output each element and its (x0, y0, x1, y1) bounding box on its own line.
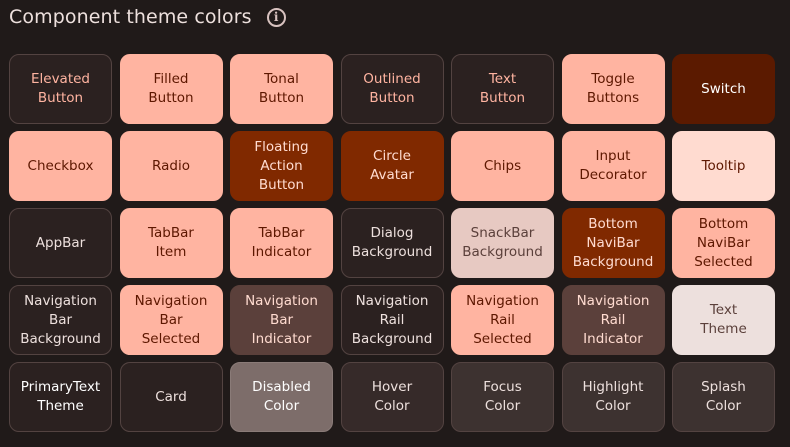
tile-label: Floating Action Button (254, 138, 309, 193)
tile-bottom-navibar-background[interactable]: Bottom NaviBar Background (561, 208, 665, 278)
theme-color-grid: Elevated Button Filled Button Tonal Button… (9, 54, 775, 432)
tile-card[interactable]: Card (119, 362, 223, 432)
tile-toggle-buttons[interactable]: Toggle Buttons (561, 54, 665, 124)
tile-text-theme[interactable]: Text Theme (672, 285, 775, 355)
tile-focus-color[interactable]: Focus Color (451, 362, 554, 432)
tile-label: Highlight Color (582, 379, 644, 414)
tile-label: Navigation Bar Selected (134, 292, 208, 347)
tile-label: Chips (483, 157, 522, 174)
tile-navigation-rail-selected[interactable]: Navigation Rail Selected (451, 285, 554, 355)
page-title: Component theme colors (9, 6, 252, 28)
tile-label: Outlined Button (363, 71, 421, 106)
tile-label: Navigation Rail Selected (466, 292, 539, 347)
tile-hover-color[interactable]: Hover Color (340, 362, 444, 432)
tile-text-button[interactable]: Text Button (451, 54, 554, 124)
tile-label: Input Decorator (579, 148, 647, 183)
tile-label: TabBar Item (148, 225, 194, 260)
tile-radio[interactable]: Radio (119, 131, 223, 201)
tile-input-decorator[interactable]: Input Decorator (561, 131, 665, 201)
tile-label: Dialog Background (351, 225, 433, 260)
tile-label: TabBar Indicator (251, 225, 312, 260)
info-icon[interactable]: i (266, 7, 286, 27)
tile-filled-button[interactable]: Filled Button (119, 54, 223, 124)
tile-label: Toggle Buttons (586, 71, 640, 106)
tile-switch[interactable]: Switch (672, 54, 775, 124)
tile-chips[interactable]: Chips (451, 131, 554, 201)
tile-appbar[interactable]: AppBar (9, 208, 112, 278)
tile-label: Hover Color (371, 379, 413, 414)
tile-outlined-button[interactable]: Outlined Button (340, 54, 444, 124)
tile-navigation-rail-background[interactable]: Navigation Rail Background (340, 285, 444, 355)
tile-label: Navigation Rail Indicator (576, 292, 650, 347)
tile-snackbar-background[interactable]: SnackBar Background (451, 208, 554, 278)
tile-label: Filled Button (148, 71, 194, 106)
tile-label: Checkbox (27, 157, 94, 174)
tile-label: Splash Color (701, 379, 746, 414)
tile-navigation-bar-background[interactable]: Navigation Bar Background (9, 285, 112, 355)
tile-tabbar-item[interactable]: TabBar Item (119, 208, 223, 278)
tile-bottom-navibar-selected[interactable]: Bottom NaviBar Selected (672, 208, 775, 278)
tile-label: SnackBar Background (462, 225, 543, 260)
tile-label: Bottom NaviBar Background (572, 215, 654, 270)
tile-label: Tooltip (701, 157, 746, 174)
tile-splash-color[interactable]: Splash Color (672, 362, 775, 432)
tile-label: Disabled Color (252, 379, 311, 414)
tile-label: Navigation Bar Background (20, 292, 101, 347)
tile-navigation-bar-indicator[interactable]: Navigation Bar Indicator (230, 285, 333, 355)
tile-elevated-button[interactable]: Elevated Button (9, 54, 112, 124)
tile-label: Tonal Button (258, 71, 305, 106)
tile-floating-action-button[interactable]: Floating Action Button (230, 131, 333, 201)
tile-label: Text Theme (700, 302, 747, 337)
tile-highlight-color[interactable]: Highlight Color (561, 362, 665, 432)
tile-tooltip[interactable]: Tooltip (672, 131, 775, 201)
tile-label: AppBar (35, 234, 86, 251)
tile-tabbar-indicator[interactable]: TabBar Indicator (230, 208, 333, 278)
tile-label: Radio (152, 157, 190, 174)
tile-label: Elevated Button (30, 71, 91, 106)
tile-circle-avatar[interactable]: Circle Avatar (340, 131, 444, 201)
tile-label: Card (155, 388, 187, 405)
tile-checkbox[interactable]: Checkbox (9, 131, 112, 201)
tile-label: Switch (701, 80, 746, 97)
tile-navigation-bar-selected[interactable]: Navigation Bar Selected (119, 285, 223, 355)
tile-tonal-button[interactable]: Tonal Button (230, 54, 333, 124)
tile-label: PrimaryText Theme (20, 379, 101, 414)
tile-label: Bottom NaviBar Selected (694, 215, 753, 270)
tile-label: Text Button (479, 71, 526, 106)
header: Component theme colors i (9, 4, 286, 30)
tile-label: Navigation Bar Indicator (245, 292, 318, 347)
tile-navigation-rail-indicator[interactable]: Navigation Rail Indicator (561, 285, 665, 355)
tile-dialog-background[interactable]: Dialog Background (340, 208, 444, 278)
tile-label: Focus Color (483, 379, 522, 414)
tile-label: Navigation Rail Background (351, 292, 433, 347)
tile-primarytext-theme[interactable]: PrimaryText Theme (9, 362, 112, 432)
tile-disabled-color[interactable]: Disabled Color (230, 362, 333, 432)
tile-label: Circle Avatar (370, 148, 414, 183)
